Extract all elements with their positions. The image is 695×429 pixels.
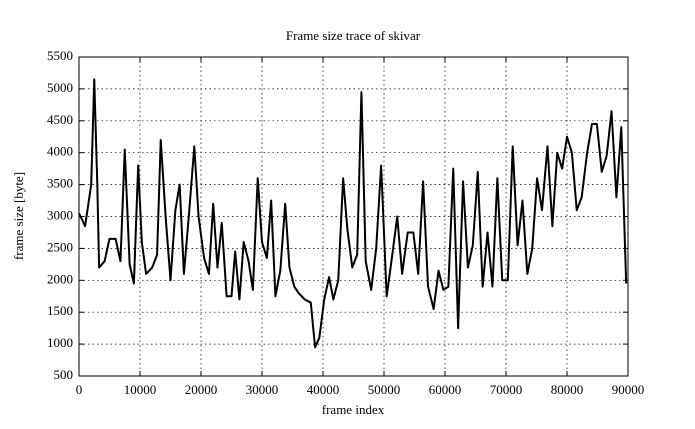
y-tick-label: 5500 (47, 48, 73, 63)
x-tick-label: 20000 (185, 382, 218, 397)
x-axis-label: frame index (322, 402, 385, 417)
y-tick-label: 4000 (47, 144, 73, 159)
chart-title: Frame size trace of skivar (286, 28, 421, 43)
y-axis-label: frame size [byte] (11, 172, 26, 260)
y-tick-label: 1000 (47, 335, 73, 350)
x-tick-label: 90000 (612, 382, 645, 397)
x-tick-label: 80000 (551, 382, 584, 397)
x-tick-label: 50000 (368, 382, 401, 397)
y-tick-label: 2000 (47, 271, 73, 286)
y-tick-label: 3500 (47, 176, 73, 191)
y-tick-label: 4500 (47, 112, 73, 127)
x-tick-label: 0 (76, 382, 83, 397)
x-tick-label: 60000 (429, 382, 462, 397)
x-tick-label: 40000 (307, 382, 340, 397)
x-tick-label: 70000 (490, 382, 523, 397)
y-tick-label: 1500 (47, 303, 73, 318)
data-line (78, 78, 628, 349)
x-tick-label: 30000 (246, 382, 279, 397)
y-tick-label: 5000 (47, 80, 73, 95)
y-tick-label: 3000 (47, 207, 73, 222)
x-tick-label: 10000 (124, 382, 157, 397)
plot-frame (78, 56, 629, 377)
y-tick-label: 500 (54, 367, 74, 382)
y-tick-label: 2500 (47, 239, 73, 254)
